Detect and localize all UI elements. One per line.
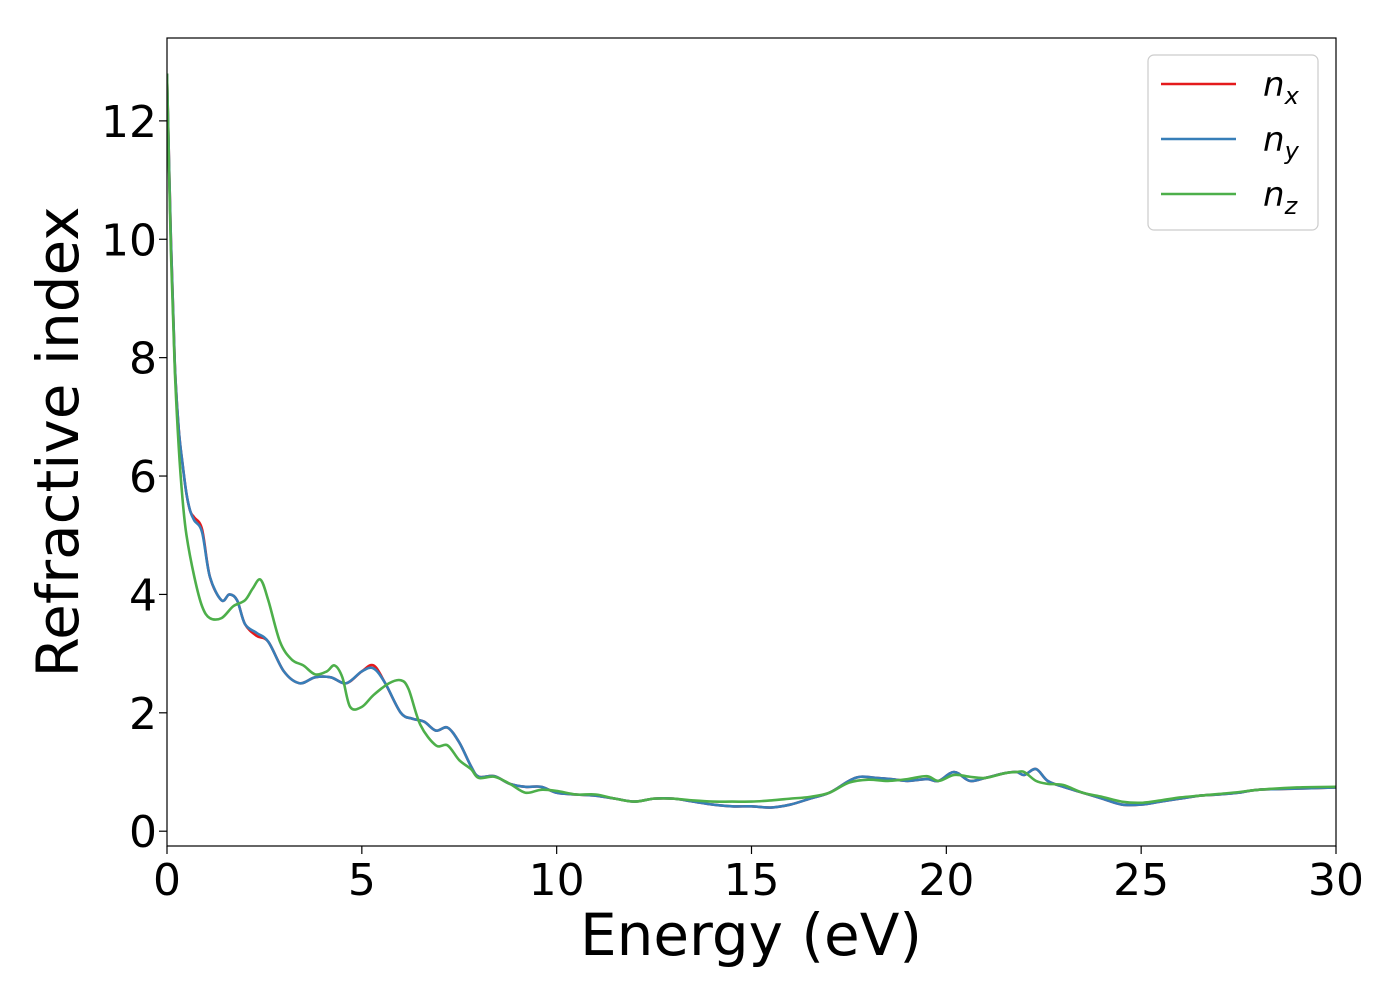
series-line-z	[167, 73, 1336, 805]
legend-label-y: ny	[1263, 120, 1300, 165]
x-tick-label: 10	[529, 855, 585, 906]
y-axis-title: Refractive index	[24, 206, 92, 677]
y-tick-label: 6	[129, 452, 157, 503]
y-tick-label: 10	[101, 215, 157, 266]
legend-label-z: nz	[1263, 175, 1299, 220]
x-axis-title: Energy (eV)	[580, 901, 922, 969]
legend-label-x: nx	[1263, 65, 1300, 110]
y-axis: 0 2 4 6 8 10 12	[101, 97, 167, 858]
legend: nx ny nz	[1147, 54, 1319, 231]
y-tick-label: 4	[129, 570, 157, 621]
series-layer	[167, 73, 1336, 809]
y-tick-label: 2	[129, 689, 157, 740]
x-tick-label: 5	[348, 855, 376, 906]
y-tick-label: 8	[129, 334, 157, 385]
y-tick-label: 12	[101, 97, 157, 148]
x-tick-label: 30	[1308, 855, 1364, 906]
x-tick-label: 20	[918, 855, 974, 906]
legend-box	[1147, 54, 1319, 231]
x-tick-label: 15	[724, 855, 780, 906]
x-tick-label: 25	[1113, 855, 1169, 906]
x-axis: 0 5 10 15 20 25 30	[153, 846, 1364, 906]
x-tick-label: 0	[153, 855, 181, 906]
y-tick-label: 0	[129, 807, 157, 858]
plot-area	[167, 38, 1336, 846]
